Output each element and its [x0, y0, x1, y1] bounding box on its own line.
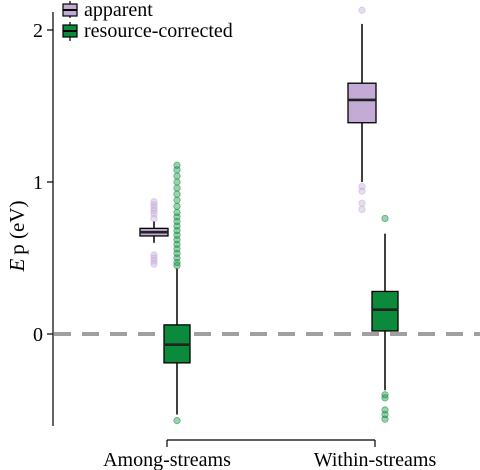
- outlier-point: [173, 172, 181, 180]
- outlier-point: [381, 415, 389, 423]
- x-ticks: Among-streams Within-streams: [103, 440, 436, 470]
- y-ticks: 0 1 2: [33, 20, 53, 346]
- outlier-point: [358, 205, 366, 213]
- axes: [52, 12, 375, 441]
- y-axis-title-symbol: E: [5, 259, 29, 273]
- y-tick-label: 0: [33, 324, 43, 346]
- outlier-point: [381, 394, 389, 402]
- outlier-point: [173, 178, 181, 186]
- y-tick-label: 1: [33, 172, 43, 194]
- legend-label-apparent: apparent: [84, 0, 153, 21]
- y-tick-label: 2: [33, 20, 43, 42]
- outlier-point: [173, 190, 181, 198]
- outlier-point: [173, 417, 181, 425]
- outlier-point: [381, 214, 389, 223]
- y-axis-title-rest: p (eV): [5, 200, 29, 254]
- box-apparent-within-streams: [347, 6, 377, 213]
- iqr-box: [371, 290, 399, 332]
- outlier-point: [173, 202, 181, 210]
- y-axis-title: Ep (eV): [5, 200, 29, 272]
- outlier-point: [358, 6, 366, 14]
- legend: apparent resource-corrected: [62, 0, 233, 42]
- legend-item-apparent: apparent: [62, 0, 153, 21]
- box-resource-corrected-among-streams: [163, 161, 191, 425]
- legend-label-resource-corrected: resource-corrected: [84, 20, 233, 42]
- box-resource-corrected-within-streams: [371, 214, 399, 423]
- outlier-point: [150, 198, 158, 206]
- outlier-point: [173, 196, 181, 204]
- x-tick-label: Among-streams: [103, 449, 231, 470]
- outlier-point: [358, 199, 366, 207]
- outlier-point: [173, 161, 181, 169]
- outlier-point: [173, 208, 181, 216]
- box-marks: [139, 6, 399, 425]
- box-apparent-among-streams: [139, 198, 169, 268]
- iqr-box: [347, 82, 377, 124]
- legend-item-resource-corrected: resource-corrected: [62, 20, 233, 42]
- outlier-point: [173, 184, 181, 192]
- outlier-point: [150, 260, 158, 268]
- x-tick-label: Within-streams: [314, 449, 437, 470]
- outlier-point: [358, 187, 366, 195]
